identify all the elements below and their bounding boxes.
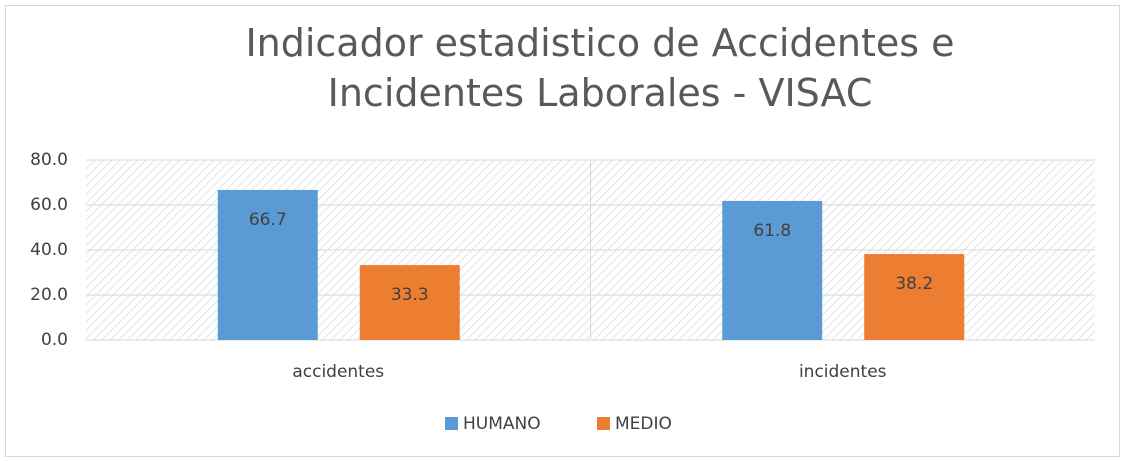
- bar: [217, 189, 318, 340]
- y-tick-label: 80.0: [30, 150, 68, 170]
- legend-swatch: [597, 417, 610, 430]
- x-tick-label: incidentes: [799, 362, 887, 382]
- x-tick-label: accidentes: [292, 362, 384, 382]
- chart-title: Indicador estadistico de Accidentes e In…: [245, 21, 955, 115]
- bar: [864, 254, 965, 340]
- legend-label: HUMANO: [463, 414, 541, 434]
- y-tick-label: 40.0: [30, 240, 68, 260]
- y-tick-label: 20.0: [30, 285, 68, 305]
- data-label: 33.3: [391, 285, 429, 305]
- legend-swatch: [445, 417, 458, 430]
- data-label: 61.8: [753, 221, 791, 241]
- legend-label: MEDIO: [615, 414, 672, 434]
- y-tick-label: 60.0: [30, 195, 68, 215]
- y-tick-label: 0.0: [41, 330, 68, 350]
- bar: [359, 265, 460, 340]
- data-label: 66.7: [249, 210, 287, 230]
- data-label: 38.2: [895, 274, 933, 294]
- bar: [722, 200, 823, 340]
